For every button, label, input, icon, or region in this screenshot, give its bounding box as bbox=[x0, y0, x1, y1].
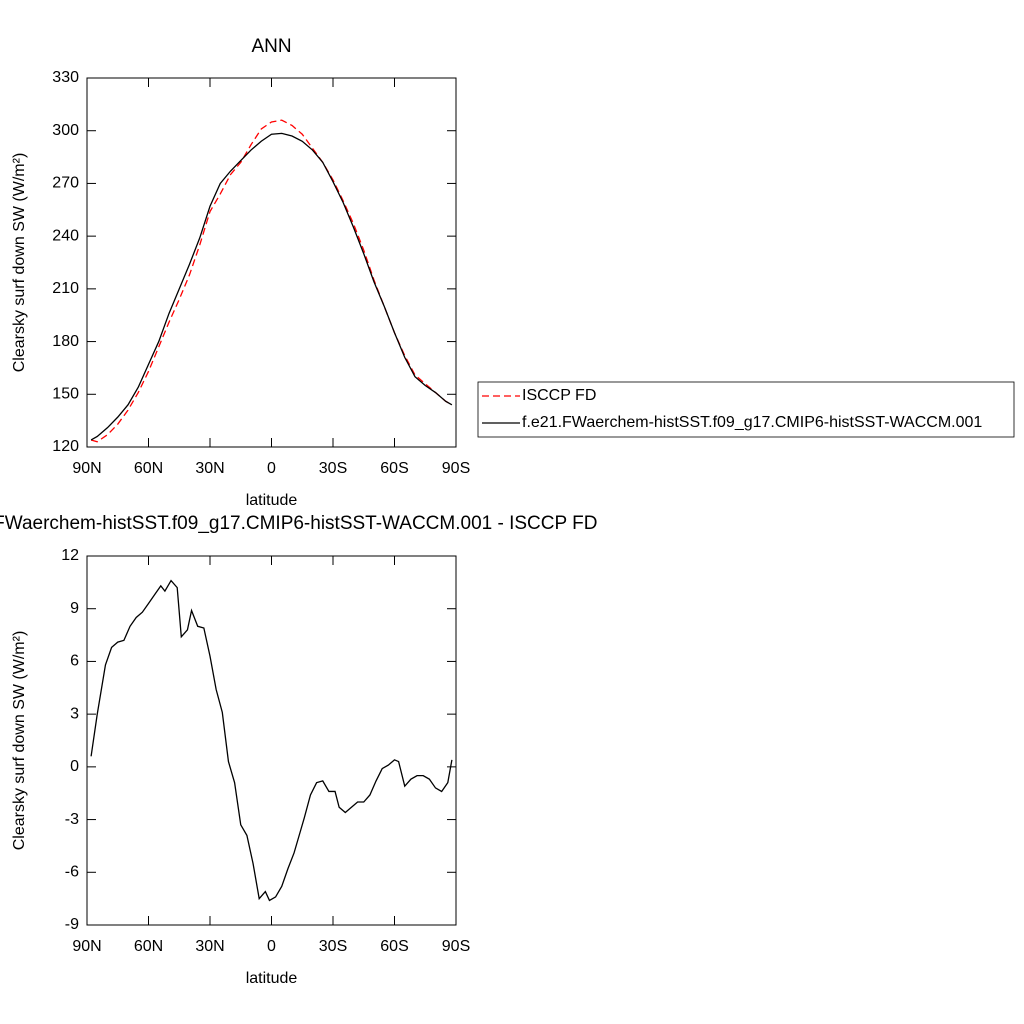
y-axis-label: Clearsky surf down SW (W/m²) bbox=[11, 631, 28, 851]
x-tick-label: 30N bbox=[195, 460, 224, 477]
chart-title: ANN bbox=[251, 36, 291, 57]
data-line bbox=[90, 119, 453, 443]
y-tick-label: 210 bbox=[52, 280, 79, 297]
y-tick-label: 300 bbox=[52, 122, 79, 139]
x-tick-label: 90N bbox=[72, 938, 101, 955]
x-tick-label: 30S bbox=[319, 460, 347, 477]
x-tick-label: 60S bbox=[380, 460, 408, 477]
x-tick-label: 90N bbox=[72, 460, 101, 477]
y-tick-label: 240 bbox=[52, 227, 79, 244]
x-tick-label: 60S bbox=[380, 938, 408, 955]
data-line bbox=[90, 132, 453, 441]
y-tick-label: 330 bbox=[52, 69, 79, 86]
x-axis-label: latitude bbox=[246, 492, 298, 509]
y-tick-label: 0 bbox=[70, 758, 79, 775]
x-tick-label: 0 bbox=[267, 938, 276, 955]
data-line bbox=[90, 579, 453, 902]
x-tick-label: 30N bbox=[195, 938, 224, 955]
plot-frame bbox=[86, 77, 457, 448]
y-tick-label: 6 bbox=[70, 653, 79, 670]
chart-title: f.e21.FWaerchem-histSST.f09_g17.CMIP6-hi… bbox=[0, 513, 597, 534]
y-tick-label: -6 bbox=[65, 864, 79, 881]
y-tick-label: 120 bbox=[52, 438, 79, 455]
y-tick-label: 150 bbox=[52, 386, 79, 403]
y-tick-label: 3 bbox=[70, 705, 79, 722]
y-tick-label: 270 bbox=[52, 175, 79, 192]
legend-box bbox=[477, 381, 1015, 438]
x-tick-label: 90S bbox=[442, 460, 470, 477]
legend-label: f.e21.FWaerchem-histSST.f09_g17.CMIP6-hi… bbox=[522, 414, 982, 431]
y-tick-label: 12 bbox=[61, 547, 79, 564]
x-tick-label: 30S bbox=[319, 938, 347, 955]
legend-label: ISCCP FD bbox=[522, 387, 596, 404]
x-tick-label: 90S bbox=[442, 938, 470, 955]
y-tick-label: -3 bbox=[65, 811, 79, 828]
x-tick-label: 60N bbox=[134, 938, 163, 955]
x-axis-label: latitude bbox=[246, 970, 298, 987]
y-axis-label: Clearsky surf down SW (W/m²) bbox=[11, 153, 28, 373]
y-tick-label: 180 bbox=[52, 333, 79, 350]
x-tick-label: 60N bbox=[134, 460, 163, 477]
y-tick-label: 9 bbox=[70, 600, 79, 617]
x-tick-label: 0 bbox=[267, 460, 276, 477]
y-tick-label: -9 bbox=[65, 916, 79, 933]
